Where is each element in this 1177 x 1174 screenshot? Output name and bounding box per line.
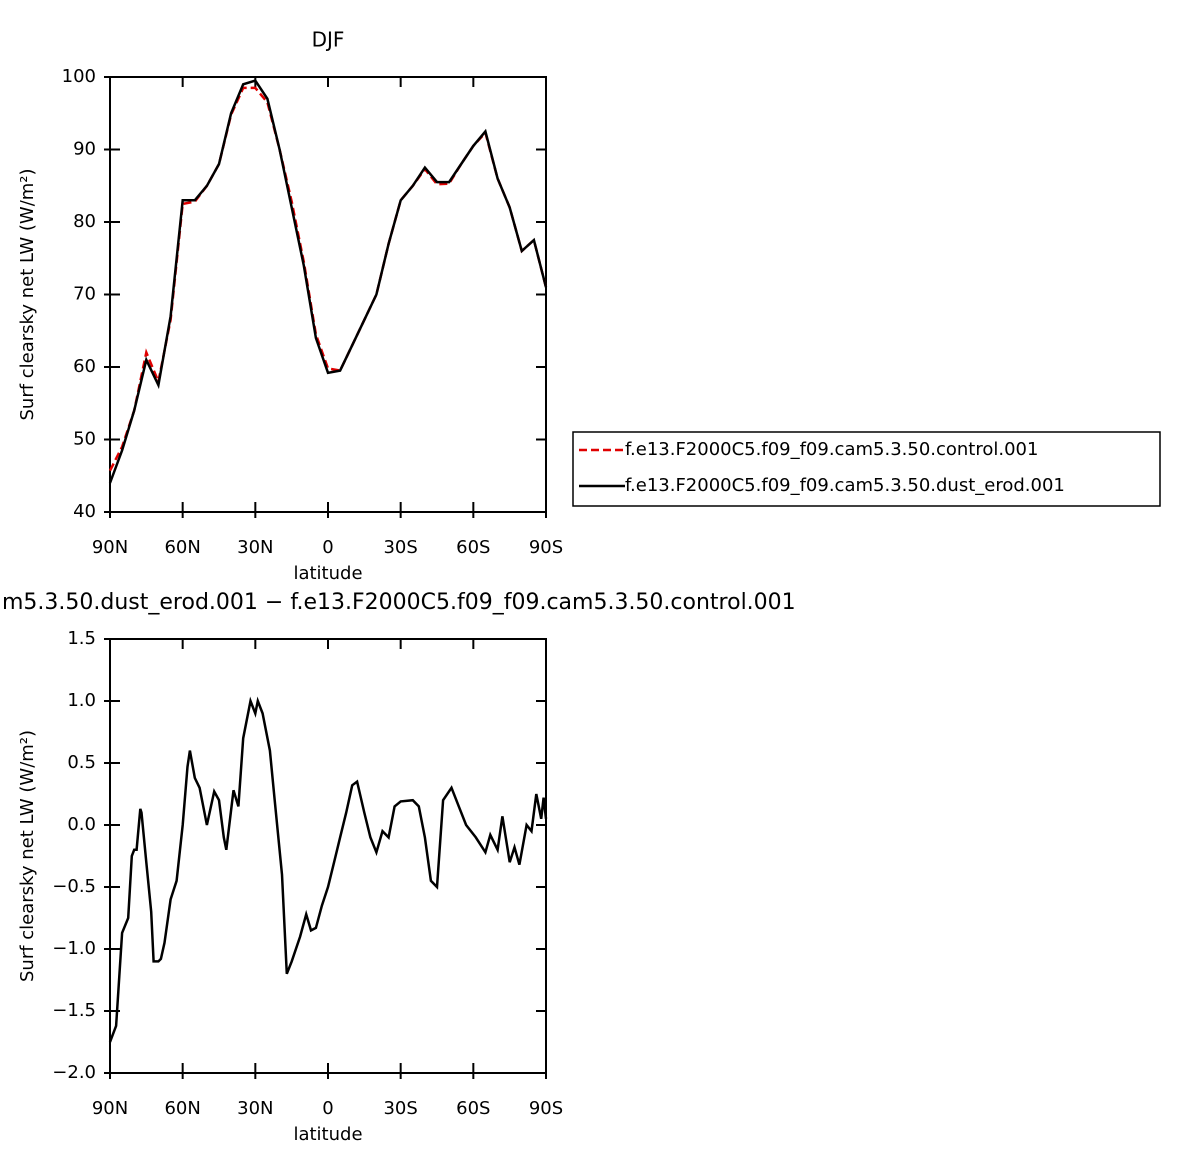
legend-label: f.e13.F2000C5.f09_f09.cam5.3.50.dust_ero… bbox=[625, 475, 1065, 496]
x-axis-label: latitude bbox=[293, 1124, 362, 1145]
x-tick-label: 30S bbox=[383, 537, 417, 558]
y-tick-label: 60 bbox=[73, 356, 96, 377]
y-tick-label: 100 bbox=[62, 66, 96, 87]
x-tick-label: 90N bbox=[92, 1098, 128, 1119]
y-tick-label: 40 bbox=[73, 501, 96, 522]
x-tick-label: 60N bbox=[164, 537, 200, 558]
y-tick-label: −1.0 bbox=[52, 938, 96, 959]
legend-box bbox=[572, 431, 1161, 507]
y-tick-label: 0.0 bbox=[67, 814, 96, 835]
x-axis-label: latitude bbox=[293, 563, 362, 584]
plot-frame bbox=[109, 638, 547, 1074]
x-tick-label: 0 bbox=[322, 1098, 333, 1119]
x-tick-label: 30S bbox=[383, 1098, 417, 1119]
y-tick-label: −1.5 bbox=[52, 1000, 96, 1021]
y-tick-label: 1.5 bbox=[67, 628, 96, 649]
x-tick-label: 90S bbox=[529, 537, 563, 558]
y-tick-label: 0.5 bbox=[67, 752, 96, 773]
y-tick-label: 80 bbox=[73, 211, 96, 232]
x-tick-label: 90S bbox=[529, 1098, 563, 1119]
y-tick-label: −0.5 bbox=[52, 876, 96, 897]
x-tick-label: 60N bbox=[164, 1098, 200, 1119]
x-tick-label: 0 bbox=[322, 537, 333, 558]
chart-title: m5.3.50.dust_erod.001 − f.e13.F2000C5.f0… bbox=[2, 590, 796, 615]
plot-frame bbox=[109, 76, 547, 513]
y-axis-label: Surf clearsky net LW (W/m²) bbox=[17, 730, 38, 982]
legend-label: f.e13.F2000C5.f09_f09.cam5.3.50.control.… bbox=[625, 439, 1038, 460]
x-tick-label: 30N bbox=[237, 1098, 273, 1119]
chart-title: DJF bbox=[312, 28, 345, 52]
x-tick-label: 60S bbox=[456, 1098, 490, 1119]
y-tick-label: 70 bbox=[73, 284, 96, 305]
y-tick-label: 1.0 bbox=[67, 690, 96, 711]
x-tick-label: 30N bbox=[237, 537, 273, 558]
y-axis-label: Surf clearsky net LW (W/m²) bbox=[17, 168, 38, 420]
series-line bbox=[108, 696, 548, 1043]
y-tick-label: 90 bbox=[73, 139, 96, 160]
x-tick-label: 90N bbox=[92, 537, 128, 558]
y-tick-label: 50 bbox=[73, 429, 96, 450]
y-tick-label: −2.0 bbox=[52, 1062, 96, 1083]
series-line bbox=[108, 79, 548, 484]
x-tick-label: 60S bbox=[456, 537, 490, 558]
